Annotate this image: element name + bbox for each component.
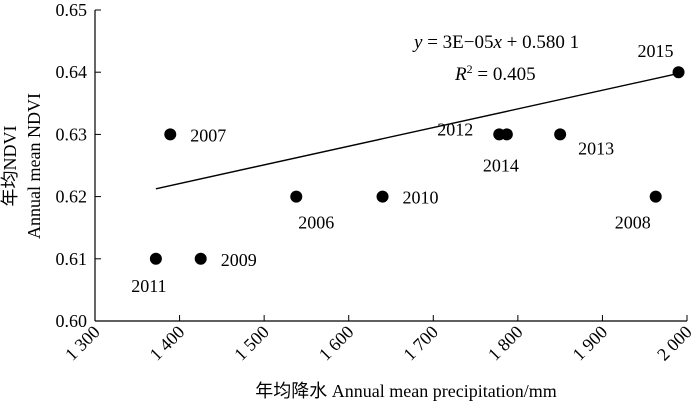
y-tick-label: 0.60 [56, 311, 88, 331]
data-point-2010 [376, 190, 389, 203]
x-tick-label: 1 600 [315, 322, 358, 365]
y-axis-label-en: Annual mean NDVI [24, 93, 44, 239]
point-labels: 2011 2009 2007 2006 2010 2012 2014 2013 2008 2015 [131, 41, 673, 296]
data-point-2013 [554, 128, 567, 141]
data-point-2009 [194, 252, 207, 265]
x-tick-label: 1 800 [484, 322, 527, 365]
y-tick-label: 0.65 [56, 0, 88, 20]
regression-equation: y = 3E−05x + 0.580 1 [412, 32, 579, 53]
data-point-2007 [164, 128, 177, 141]
y-tick-label: 0.61 [56, 249, 88, 269]
x-tick-label: 1 900 [568, 322, 611, 365]
point-label-2011: 2011 [131, 276, 166, 296]
point-label-2007: 2007 [190, 125, 226, 145]
point-label-2015: 2015 [638, 41, 674, 61]
y-axis-label-cn: 年均NDVI [0, 126, 20, 207]
r-squared: R2 = 0.405 [454, 62, 536, 85]
x-tick-label: 1 500 [230, 322, 273, 365]
point-label-2014: 2014 [483, 155, 519, 175]
x-axis-label: 年均降水 Annual mean precipitation/mm [255, 381, 556, 401]
regression-annotation: y = 3E−05x + 0.580 1 R2 = 0.405 [412, 32, 579, 85]
x-tick-label: 1 400 [146, 322, 189, 365]
point-label-2012: 2012 [437, 119, 473, 139]
data-point-2015 [672, 66, 685, 79]
point-label-2008: 2008 [615, 213, 651, 233]
point-label-2006: 2006 [298, 213, 334, 233]
data-point-2011 [149, 252, 162, 265]
data-point-2014 [500, 128, 513, 141]
data-points [149, 66, 685, 265]
data-point-2008 [649, 190, 662, 203]
point-label-2009: 2009 [221, 250, 257, 270]
x-tick-label: 1 700 [399, 322, 442, 365]
axes: 0.600.610.620.630.640.651 300 1 400 1 500 1… [56, 0, 696, 364]
trend-line [155, 72, 679, 190]
y-tick-label: 0.62 [56, 187, 88, 207]
point-label-2013: 2013 [578, 138, 614, 158]
y-tick-label: 0.64 [56, 62, 88, 82]
x-tick-label: 2 000 [653, 322, 696, 365]
trendline [155, 72, 679, 190]
y-tick-label: 0.63 [56, 124, 88, 144]
point-label-2010: 2010 [403, 188, 439, 208]
data-point-2006 [290, 190, 303, 203]
